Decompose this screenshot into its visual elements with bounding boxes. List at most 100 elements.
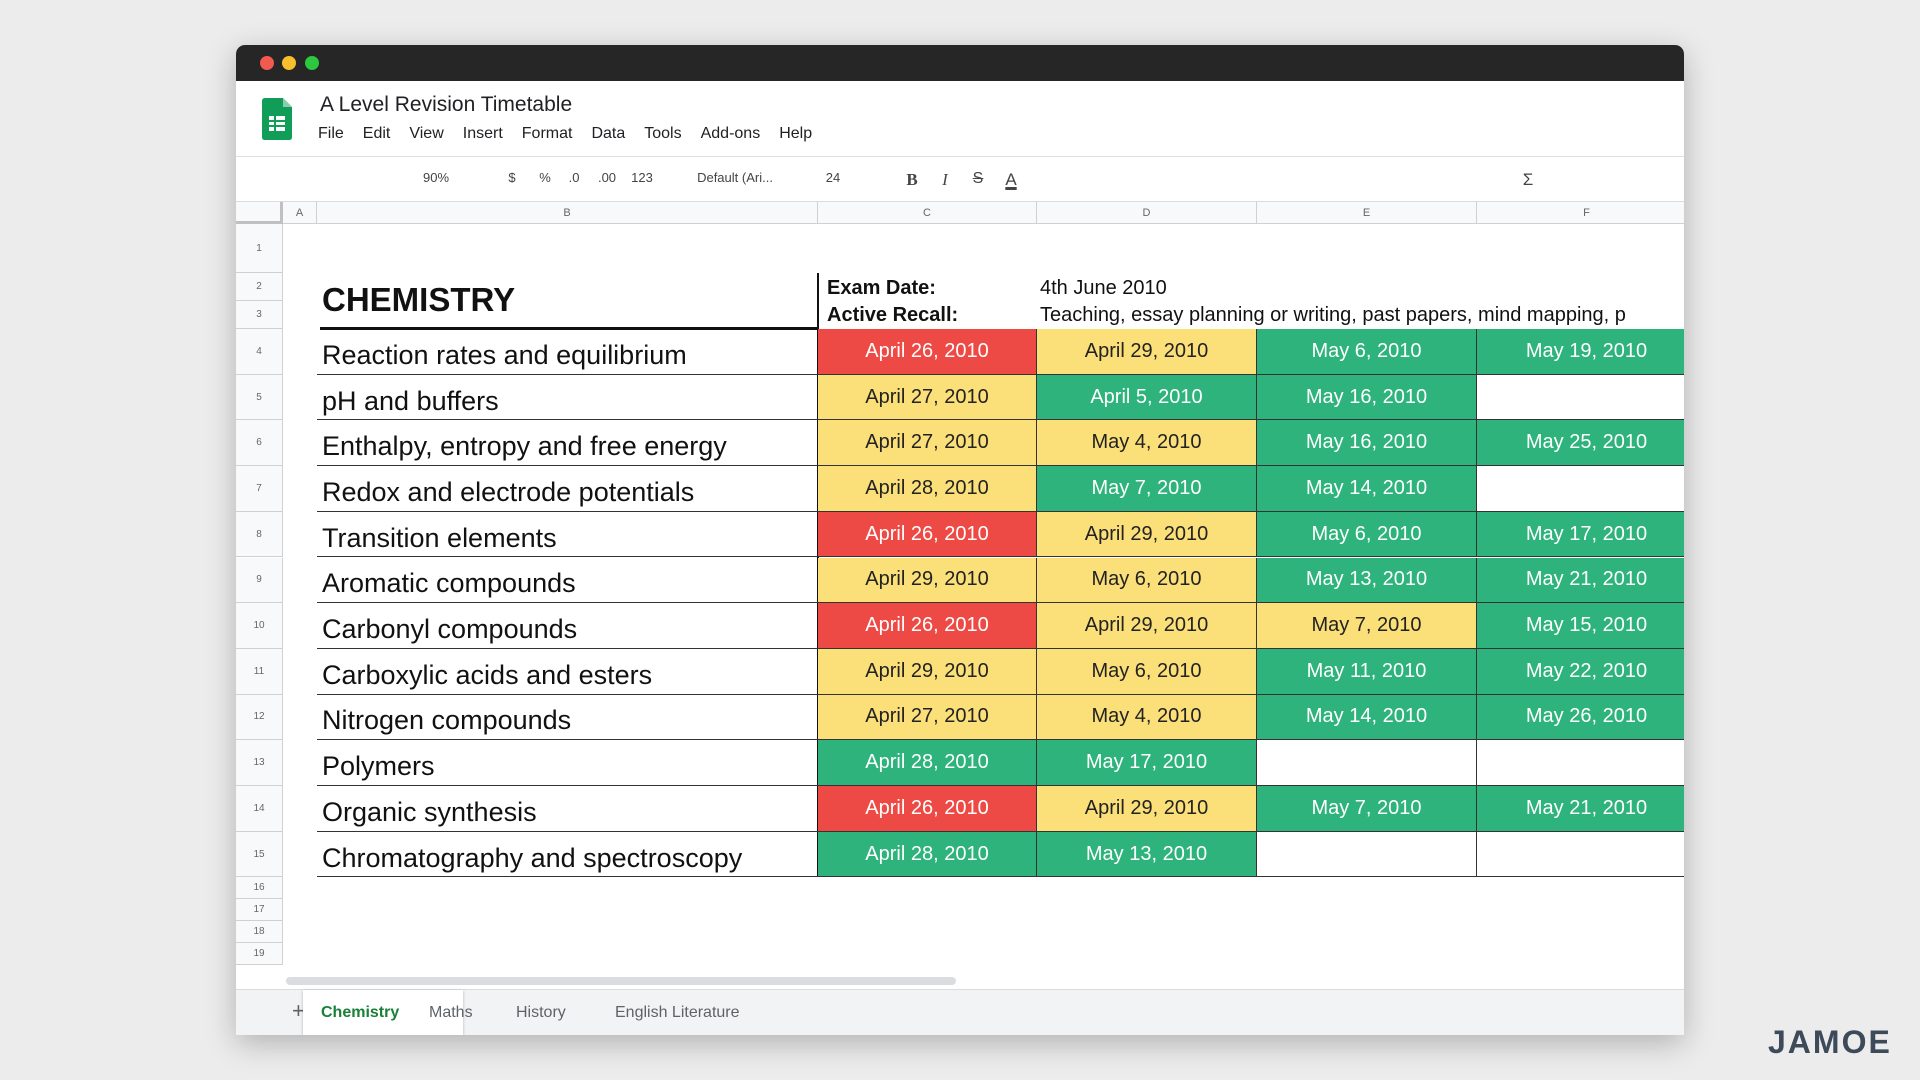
row-header[interactable]: 11 bbox=[236, 648, 283, 695]
row-header[interactable]: 19 bbox=[236, 943, 283, 966]
session-cell[interactable]: April 26, 2010 bbox=[818, 786, 1037, 832]
menu-item[interactable]: Format bbox=[521, 125, 573, 142]
session-cell[interactable]: May 4, 2010 bbox=[1037, 420, 1257, 467]
row-header[interactable]: 12 bbox=[236, 694, 283, 741]
session-cell[interactable]: May 14, 2010 bbox=[1257, 694, 1477, 741]
toolbar-item[interactable]: 24 bbox=[825, 170, 841, 185]
session-cell[interactable]: May 19, 2010 bbox=[1477, 329, 1684, 375]
session-cell[interactable]: May 7, 2010 bbox=[1257, 786, 1477, 832]
empty-cell[interactable] bbox=[1477, 831, 1684, 878]
sheet-tab[interactable]: English Literature bbox=[615, 1004, 740, 1021]
session-cell[interactable]: May 13, 2010 bbox=[1257, 557, 1477, 604]
toolbar-item[interactable]: B bbox=[906, 170, 918, 189]
session-cell[interactable]: April 29, 2010 bbox=[818, 648, 1037, 695]
column-header[interactable]: E bbox=[1257, 202, 1477, 224]
session-cell[interactable]: May 21, 2010 bbox=[1477, 786, 1684, 832]
session-cell[interactable]: May 13, 2010 bbox=[1037, 831, 1257, 878]
column-header[interactable]: B bbox=[317, 202, 818, 224]
session-cell[interactable]: April 29, 2010 bbox=[1037, 329, 1257, 375]
doc-title[interactable]: A Level Revision Timetable bbox=[320, 93, 573, 116]
session-cell[interactable]: April 29, 2010 bbox=[818, 557, 1037, 604]
menu-item[interactable]: Tools bbox=[644, 125, 682, 142]
menu-item[interactable]: File bbox=[318, 125, 344, 142]
session-cell[interactable]: April 5, 2010 bbox=[1037, 374, 1257, 421]
session-cell[interactable]: May 14, 2010 bbox=[1257, 466, 1477, 512]
session-cell[interactable]: May 25, 2010 bbox=[1477, 420, 1684, 467]
row-header[interactable]: 2 bbox=[236, 273, 283, 301]
session-cell[interactable]: May 11, 2010 bbox=[1257, 648, 1477, 695]
session-cell[interactable]: April 28, 2010 bbox=[818, 740, 1037, 786]
zoom-button[interactable] bbox=[305, 56, 319, 70]
toolbar-item[interactable]: S bbox=[972, 170, 984, 187]
add-sheet[interactable]: + bbox=[292, 998, 305, 1023]
column-header[interactable]: A bbox=[283, 202, 317, 224]
session-cell[interactable]: May 7, 2010 bbox=[1037, 466, 1257, 512]
sheet-tab[interactable]: History bbox=[516, 1004, 566, 1021]
row-header[interactable]: 17 bbox=[236, 899, 283, 922]
row-header[interactable]: 4 bbox=[236, 329, 283, 375]
session-cell[interactable]: May 26, 2010 bbox=[1477, 694, 1684, 741]
session-cell[interactable]: May 21, 2010 bbox=[1477, 557, 1684, 604]
row-header[interactable]: 15 bbox=[236, 831, 283, 878]
close-button[interactable] bbox=[260, 56, 274, 70]
row-header[interactable]: 5 bbox=[236, 374, 283, 421]
toolbar-item[interactable]: Default (Ari... bbox=[697, 170, 773, 185]
sheet-tab[interactable]: Chemistry bbox=[303, 990, 463, 1035]
session-cell[interactable]: May 7, 2010 bbox=[1257, 603, 1477, 649]
minimize-button[interactable] bbox=[282, 56, 296, 70]
scrollbar[interactable] bbox=[286, 977, 956, 985]
row-header[interactable]: 7 bbox=[236, 466, 283, 512]
session-cell[interactable]: May 4, 2010 bbox=[1037, 694, 1257, 741]
session-cell[interactable]: May 6, 2010 bbox=[1257, 329, 1477, 375]
toolbar-item[interactable]: .0 bbox=[568, 170, 580, 185]
menu-item[interactable]: Insert bbox=[462, 125, 503, 142]
row-header[interactable]: 14 bbox=[236, 786, 283, 832]
session-cell[interactable]: April 29, 2010 bbox=[1037, 786, 1257, 832]
session-cell[interactable]: May 15, 2010 bbox=[1477, 603, 1684, 649]
toolbar-item[interactable]: .00 bbox=[597, 170, 617, 185]
toolbar-item[interactable]: Σ bbox=[1522, 170, 1534, 189]
session-cell[interactable]: May 6, 2010 bbox=[1257, 511, 1477, 558]
session-cell[interactable]: April 27, 2010 bbox=[818, 694, 1037, 741]
menu-item[interactable]: Help bbox=[779, 125, 813, 142]
toolbar-item[interactable]: A bbox=[1005, 170, 1017, 189]
column-header[interactable]: D bbox=[1037, 202, 1257, 224]
row-header[interactable]: 8 bbox=[236, 511, 283, 558]
session-cell[interactable]: April 27, 2010 bbox=[818, 374, 1037, 421]
row-header[interactable]: 6 bbox=[236, 420, 283, 467]
sheet-tab[interactable]: Maths bbox=[429, 1004, 473, 1021]
empty-cell[interactable] bbox=[1477, 374, 1684, 421]
row-header[interactable]: 18 bbox=[236, 921, 283, 944]
row-header[interactable]: 3 bbox=[236, 301, 283, 329]
session-cell[interactable]: April 29, 2010 bbox=[1037, 511, 1257, 558]
column-header[interactable]: F bbox=[1477, 202, 1684, 224]
session-cell[interactable]: May 17, 2010 bbox=[1477, 511, 1684, 558]
session-cell[interactable]: May 6, 2010 bbox=[1037, 648, 1257, 695]
toolbar-item[interactable]: $ bbox=[508, 170, 516, 185]
session-cell[interactable]: April 26, 2010 bbox=[818, 511, 1037, 558]
session-cell[interactable]: April 26, 2010 bbox=[818, 603, 1037, 649]
menu-item[interactable]: Add-ons bbox=[700, 125, 761, 142]
row-header[interactable]: 13 bbox=[236, 740, 283, 786]
session-cell[interactable]: April 29, 2010 bbox=[1037, 603, 1257, 649]
session-cell[interactable]: May 6, 2010 bbox=[1037, 557, 1257, 604]
toolbar-item[interactable]: 123 bbox=[631, 170, 653, 185]
menu-item[interactable]: Data bbox=[591, 125, 626, 142]
toolbar-item[interactable]: 90% bbox=[422, 170, 450, 185]
session-cell[interactable]: April 28, 2010 bbox=[818, 831, 1037, 878]
row-header[interactable]: 10 bbox=[236, 603, 283, 649]
empty-cell[interactable] bbox=[1477, 740, 1684, 786]
session-cell[interactable]: April 26, 2010 bbox=[818, 329, 1037, 375]
row-header[interactable]: 9 bbox=[236, 557, 283, 604]
session-cell[interactable]: May 22, 2010 bbox=[1477, 648, 1684, 695]
menu-item[interactable]: Edit bbox=[362, 125, 391, 142]
empty-cell[interactable] bbox=[1477, 466, 1684, 512]
empty-cell[interactable] bbox=[1257, 740, 1477, 786]
session-cell[interactable]: May 17, 2010 bbox=[1037, 740, 1257, 786]
session-cell[interactable]: April 28, 2010 bbox=[818, 466, 1037, 512]
column-header[interactable]: C bbox=[818, 202, 1037, 224]
row-header[interactable]: 16 bbox=[236, 877, 283, 900]
toolbar-item[interactable]: % bbox=[539, 170, 551, 185]
session-cell[interactable]: May 16, 2010 bbox=[1257, 374, 1477, 421]
session-cell[interactable]: April 27, 2010 bbox=[818, 420, 1037, 467]
